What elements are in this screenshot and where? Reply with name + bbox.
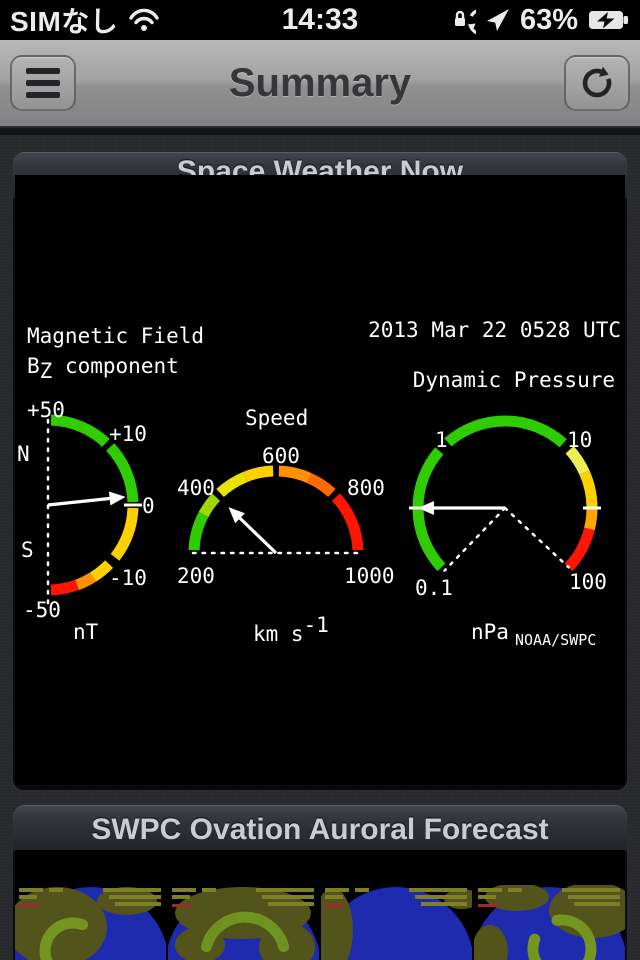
page-title: Summary: [228, 61, 412, 105]
bz-south-label: S: [21, 538, 34, 562]
pressure-100-label: 100: [569, 570, 607, 594]
pressure-10-label: 10: [567, 428, 592, 452]
aurora-map-panel-4: [474, 885, 625, 960]
bz-subtitle-label: BZ component: [27, 354, 179, 383]
speed-600-label: 600: [262, 444, 300, 468]
bz-unit-label: nT: [73, 620, 99, 644]
bz-m10-label: -10: [109, 566, 147, 590]
refresh-icon: [582, 66, 612, 98]
pressure-gauge: [409, 415, 601, 572]
speed-800-label: 800: [347, 476, 385, 500]
pressure-title-label: Dynamic Pressure: [413, 368, 615, 392]
speed-1000-label: 1000: [344, 564, 395, 588]
hamburger-icon: [26, 68, 60, 98]
refresh-button[interactable]: [564, 55, 630, 111]
timestamp-label: 2013 Mar 22 0528 UTC: [368, 318, 621, 342]
bz-p50-label: +50: [27, 398, 65, 422]
card-space-weather-now: Space Weather Now Magnetic Field BZ comp…: [13, 152, 627, 790]
speed-200-label: 200: [177, 564, 215, 588]
speed-unit-label: km s-1: [253, 613, 329, 646]
bz-p10-label: +10: [109, 422, 147, 446]
map-caption-dashes: [19, 888, 620, 906]
location-arrow-icon: [486, 9, 509, 31]
bz-gauge: [46, 414, 142, 605]
battery-percent-label: 63%: [519, 3, 578, 36]
credit-label: NOAA/SWPC: [515, 631, 596, 649]
bz-north-label: N: [17, 442, 30, 466]
pressure-unit-label: nPa: [471, 620, 509, 644]
aurora-forecast-image[interactable]: [15, 850, 625, 960]
speed-gauge: [188, 465, 364, 555]
navbar-shadow: [0, 128, 640, 135]
pressure-01-label: 0.1: [415, 576, 453, 600]
bz-zero-label: 0: [142, 494, 155, 518]
bz-m50-label: -50: [23, 598, 61, 622]
map-caption-red-dashes: [19, 904, 498, 907]
section-title: SWPC Ovation Auroral Forecast: [91, 813, 549, 846]
wifi-icon: [129, 8, 159, 31]
bz-title-label: Magnetic Field: [27, 324, 204, 348]
card-aurora-forecast: SWPC Ovation Auroral Forecast: [13, 805, 627, 960]
speed-400-label: 400: [177, 476, 215, 500]
status-bar: 14:33 SIMなし 63%: [0, 0, 640, 40]
gauges-svg: Magnetic Field BZ component 2013 Mar 22 …: [17, 318, 621, 649]
aurora-maps-svg: [15, 885, 625, 960]
rotation-lock-icon: [454, 9, 476, 35]
battery-charging-icon: [589, 11, 628, 29]
section-header-aurora-forecast[interactable]: SWPC Ovation Auroral Forecast: [13, 805, 627, 851]
nav-bar: Summary: [0, 40, 640, 128]
carrier-label: SIMなし: [10, 6, 119, 37]
space-weather-gauges-image[interactable]: Magnetic Field BZ component 2013 Mar 22 …: [15, 175, 625, 785]
pressure-1-label: 1: [435, 428, 448, 452]
speed-title-label: Speed: [245, 406, 308, 430]
aurora-map-panel-2: [168, 887, 319, 960]
menu-button[interactable]: [10, 55, 76, 111]
